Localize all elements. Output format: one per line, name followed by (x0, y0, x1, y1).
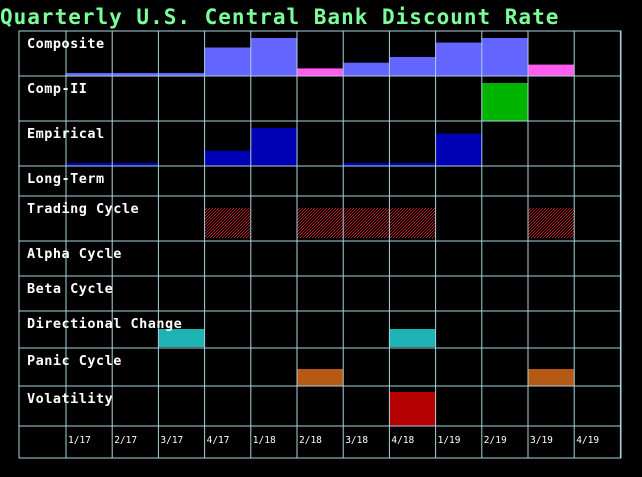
row-label-directional-change: Directional Change (27, 316, 182, 332)
bar-empirical-4 (250, 128, 297, 166)
tick-label: 3/17 (160, 435, 183, 446)
bar-empirical-0 (66, 162, 113, 166)
tick-label: 2/19 (484, 435, 507, 446)
tick-label: 4/17 (207, 435, 230, 446)
block-panic-cycle-5 (297, 369, 344, 386)
hatch-trading-cycle-6 (343, 208, 390, 238)
bar-composite-8 (435, 42, 482, 76)
block-volatility-7 (389, 392, 436, 426)
hatch-trading-cycle-7 (389, 208, 436, 238)
row-label-comp-ii: Comp-II (27, 81, 87, 97)
bar-composite-9 (481, 38, 528, 76)
tick-label: 1/19 (438, 435, 461, 446)
hatch-trading-cycle-5 (297, 208, 344, 238)
bar-composite-0 (66, 72, 113, 76)
bar-composite-7 (389, 57, 436, 76)
tick-label: 1/18 (253, 435, 276, 446)
bar-empirical-3 (204, 150, 251, 166)
bar-composite-2 (158, 72, 205, 76)
bar-composite-5 (297, 68, 344, 76)
hatch-trading-cycle-3 (204, 208, 251, 238)
block-comp-ii-9 (481, 83, 528, 121)
tick-label: 2/18 (299, 435, 322, 446)
tick-label: 2/17 (114, 435, 137, 446)
block-panic-cycle-10 (528, 369, 575, 386)
block-directional-change-7 (389, 329, 436, 347)
bar-empirical-7 (389, 162, 436, 166)
hatch-trading-cycle-10 (528, 208, 575, 238)
row-label-composite: Composite (27, 36, 105, 52)
bar-composite-3 (204, 47, 251, 76)
bar-composite-1 (112, 72, 159, 76)
bar-composite-6 (343, 62, 390, 76)
row-label-empirical: Empirical (27, 126, 105, 142)
tick-label: 3/19 (530, 435, 553, 446)
tick-label: 3/18 (345, 435, 368, 446)
bar-composite-10 (528, 64, 575, 76)
bar-empirical-8 (435, 133, 482, 166)
bar-empirical-6 (343, 162, 390, 166)
grid-frame (18, 30, 622, 459)
tick-label: 1/17 (68, 435, 91, 446)
row-label-volatility: Volatility (27, 391, 113, 407)
row-label-panic-cycle: Panic Cycle (27, 353, 122, 369)
bar-composite-4 (250, 38, 297, 76)
row-label-trading-cycle: Trading Cycle (27, 201, 139, 217)
row-label-beta-cycle: Beta Cycle (27, 281, 113, 297)
row-label-alpha-cycle: Alpha Cycle (27, 246, 122, 262)
tick-label: 4/18 (391, 435, 414, 446)
block-directional-change-2 (158, 329, 205, 347)
chart-title: Quarterly U.S. Central Bank Discount Rat… (0, 5, 560, 29)
row-label-long-term: Long-Term (27, 171, 105, 187)
tick-label: 4/19 (576, 435, 599, 446)
bar-empirical-1 (112, 162, 159, 166)
